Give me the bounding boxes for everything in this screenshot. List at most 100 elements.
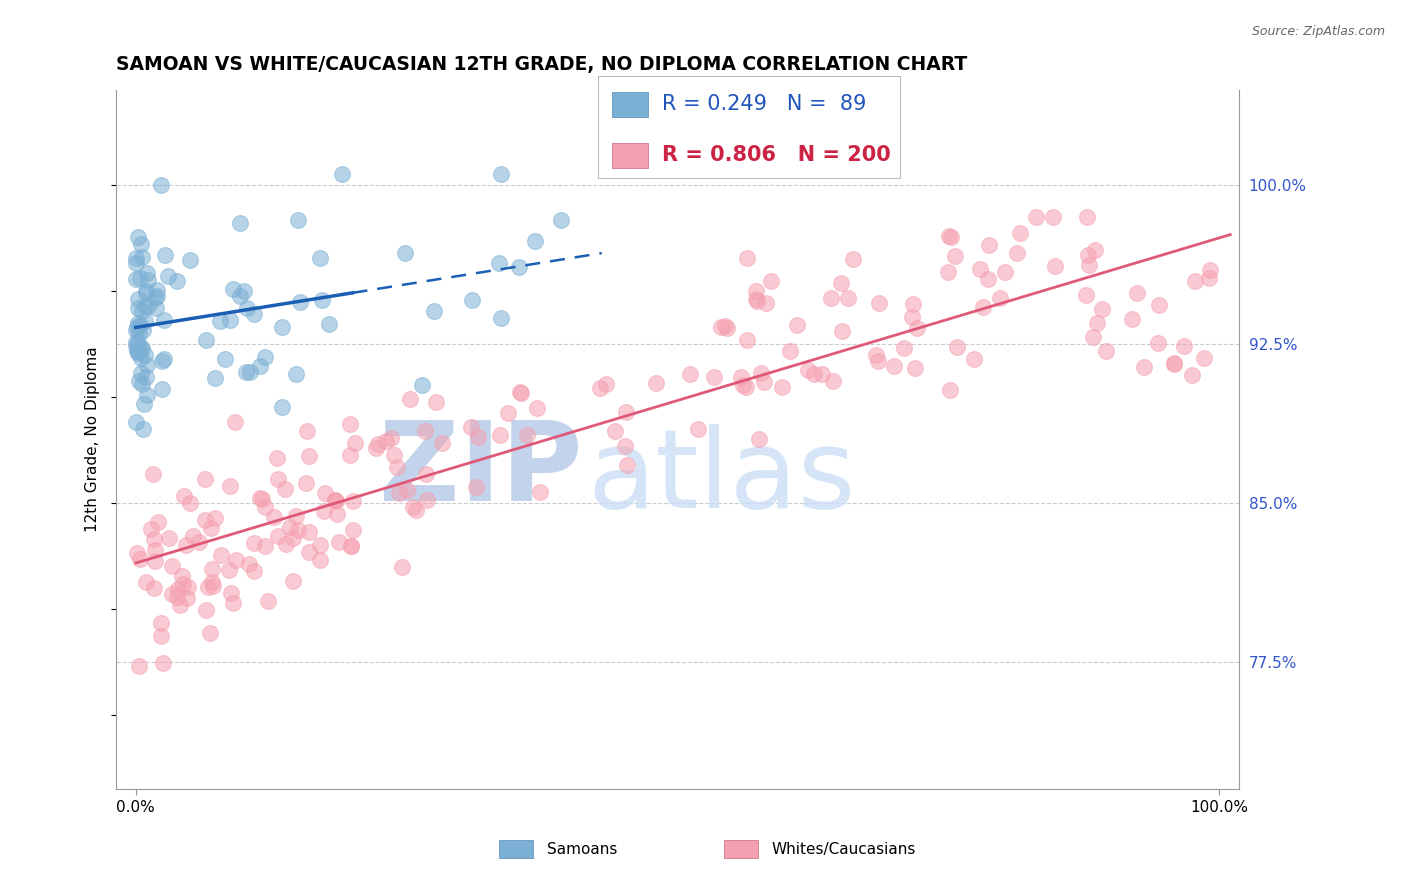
Point <box>945 340 967 354</box>
Point <box>228 289 250 303</box>
Point <box>977 238 1000 252</box>
Point <box>988 292 1011 306</box>
Point <box>134 397 156 411</box>
Point <box>731 378 754 392</box>
Point <box>249 359 271 374</box>
Point <box>1126 286 1149 301</box>
Point <box>550 213 572 227</box>
Point <box>257 594 280 608</box>
Point <box>218 563 240 577</box>
Point <box>129 351 152 365</box>
Point <box>134 348 156 362</box>
Point <box>936 265 959 279</box>
Point <box>938 229 960 244</box>
Point <box>416 492 439 507</box>
Point <box>613 439 636 453</box>
Point <box>274 537 297 551</box>
Point <box>125 272 148 286</box>
Point <box>229 216 252 230</box>
Point <box>162 558 184 573</box>
Point <box>893 342 915 356</box>
Point <box>901 310 924 324</box>
Point <box>167 582 190 597</box>
Point <box>318 318 340 332</box>
Point <box>135 286 157 301</box>
Point <box>271 320 294 334</box>
Point <box>703 369 725 384</box>
Point <box>127 343 149 358</box>
Point <box>129 552 152 566</box>
Point <box>254 350 277 364</box>
Point <box>135 285 157 299</box>
Point <box>1198 270 1220 285</box>
Point <box>866 354 889 368</box>
Point <box>326 508 349 522</box>
Point <box>1146 335 1168 350</box>
Point <box>298 545 321 559</box>
Point <box>194 603 217 617</box>
Point <box>187 534 209 549</box>
Point <box>239 365 262 379</box>
Point <box>250 491 273 506</box>
Point <box>405 503 427 517</box>
Point <box>195 334 218 348</box>
Point <box>391 560 413 574</box>
Point <box>1091 302 1114 317</box>
Point <box>283 531 305 545</box>
Point <box>1084 243 1107 257</box>
Point <box>143 554 166 568</box>
Point <box>325 494 347 508</box>
Point <box>831 325 853 339</box>
Point <box>730 370 752 384</box>
Point <box>221 586 243 600</box>
Point <box>235 365 257 379</box>
Point <box>224 415 246 429</box>
Point <box>399 392 422 406</box>
Point <box>157 531 180 545</box>
Point <box>941 230 963 244</box>
Point <box>943 248 966 262</box>
Point <box>735 334 758 348</box>
Point <box>465 480 488 494</box>
Point <box>136 300 159 314</box>
Point <box>413 424 436 438</box>
Point <box>128 374 150 388</box>
Point <box>249 491 271 505</box>
Point <box>1076 210 1098 224</box>
Point <box>243 307 266 321</box>
Point <box>467 430 489 444</box>
Point <box>364 441 387 455</box>
Point <box>129 271 152 285</box>
Point <box>679 367 702 381</box>
Point <box>340 539 363 553</box>
Point <box>425 394 447 409</box>
Point <box>143 542 166 557</box>
Point <box>616 458 638 473</box>
Point <box>127 301 149 316</box>
Point <box>135 388 157 402</box>
Point <box>340 539 363 553</box>
Point <box>905 320 928 334</box>
Point <box>129 343 152 357</box>
Point <box>134 314 156 328</box>
Point <box>153 248 176 262</box>
Point <box>236 301 259 315</box>
Point <box>136 272 159 286</box>
Point <box>342 523 364 537</box>
Point <box>298 525 321 540</box>
Point <box>233 284 256 298</box>
Point <box>1042 210 1064 224</box>
Point <box>200 521 222 535</box>
Point <box>201 562 224 576</box>
Point <box>135 575 157 590</box>
Point <box>644 376 666 391</box>
Point <box>342 494 364 508</box>
Point <box>1010 226 1032 240</box>
Point <box>295 424 318 438</box>
Point <box>131 377 153 392</box>
Y-axis label: 12th Grade, No Diploma: 12th Grade, No Diploma <box>86 347 100 533</box>
Text: R = 0.806   N = 200: R = 0.806 N = 200 <box>662 145 891 165</box>
Text: R = 0.249   N =  89: R = 0.249 N = 89 <box>662 94 866 114</box>
Point <box>209 548 232 562</box>
Point <box>127 335 149 350</box>
